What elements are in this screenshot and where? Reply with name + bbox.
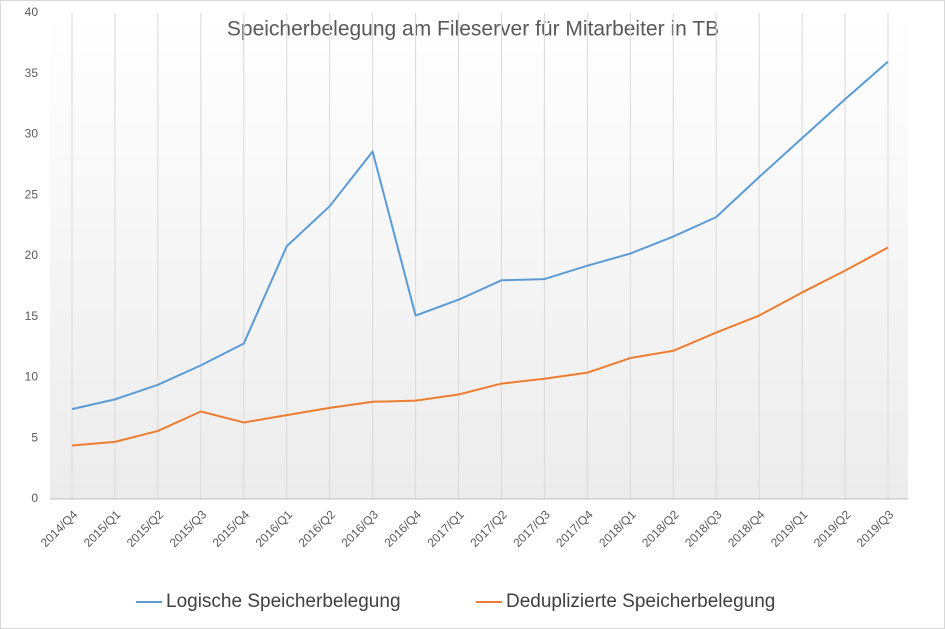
chart-title: Speicherbelegung am Fileserver für Mitar… xyxy=(227,18,719,41)
y-tick-label: 0 xyxy=(31,491,38,505)
y-tick-label: 5 xyxy=(31,430,38,444)
legend-label: Deduplizierte Speicherbelegung xyxy=(506,591,775,612)
legend-label: Logische Speicherbelegung xyxy=(166,591,401,612)
series-line xyxy=(71,246,889,447)
y-tick-label: 20 xyxy=(25,248,39,262)
series-line xyxy=(71,60,889,411)
y-tick-label: 35 xyxy=(25,66,39,80)
plot-area xyxy=(50,13,908,499)
y-tick-label: 25 xyxy=(25,187,39,201)
y-tick-label: 40 xyxy=(25,5,39,19)
y-tick-label: 30 xyxy=(25,127,39,141)
y-tick-label: 15 xyxy=(25,309,39,323)
y-tick-label: 10 xyxy=(25,370,39,384)
